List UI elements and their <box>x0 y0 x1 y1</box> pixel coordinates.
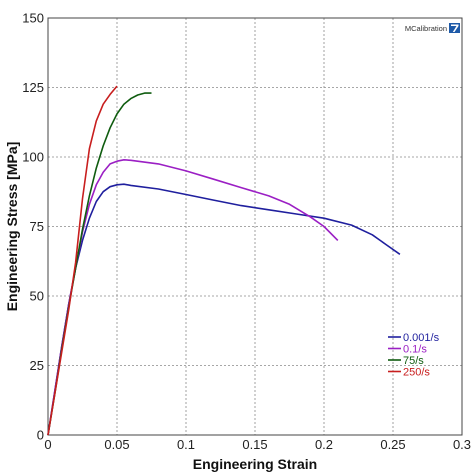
x-tick-label: 0.3 <box>453 437 471 452</box>
logo-text: MCalibration <box>405 24 447 33</box>
x-tick-label: 0.25 <box>380 437 405 452</box>
x-tick-label: 0.2 <box>315 437 333 452</box>
series-lines <box>47 85 401 436</box>
y-tick-label: 25 <box>30 358 44 373</box>
plot-frame <box>47 17 463 436</box>
logo-mark <box>449 23 460 33</box>
y-tick-label: 125 <box>22 80 44 95</box>
logo-slash-icon <box>451 24 459 32</box>
mcalibration-logo: MCalibration <box>405 23 460 33</box>
x-axis-label: Engineering Strain <box>193 456 317 472</box>
y-tick-label: 0 <box>37 428 44 443</box>
y-axis-label: Engineering Stress [MPa] <box>4 142 20 312</box>
legend-entry: 75/s <box>403 355 424 367</box>
legend-entry: 0.001/s <box>403 332 440 344</box>
tick-labels: 0 0.05 0.1 0.15 0.2 0.25 0.3 0 25 50 75 100 125 150 <box>22 11 471 453</box>
y-tick-label: 50 <box>30 289 44 304</box>
y-tick-label: 75 <box>30 219 44 234</box>
x-tick-label: 0.15 <box>242 437 267 452</box>
legend-entry: 0.1/s <box>403 344 427 356</box>
x-tick-label: 0.1 <box>177 437 195 452</box>
x-tick-label: 0 <box>44 437 51 452</box>
x-tick-label: 0.05 <box>104 437 129 452</box>
legend-entry: 250/s <box>403 367 430 379</box>
series-line <box>47 85 118 436</box>
y-tick-label: 150 <box>22 11 44 26</box>
y-tick-label: 100 <box>22 150 44 165</box>
